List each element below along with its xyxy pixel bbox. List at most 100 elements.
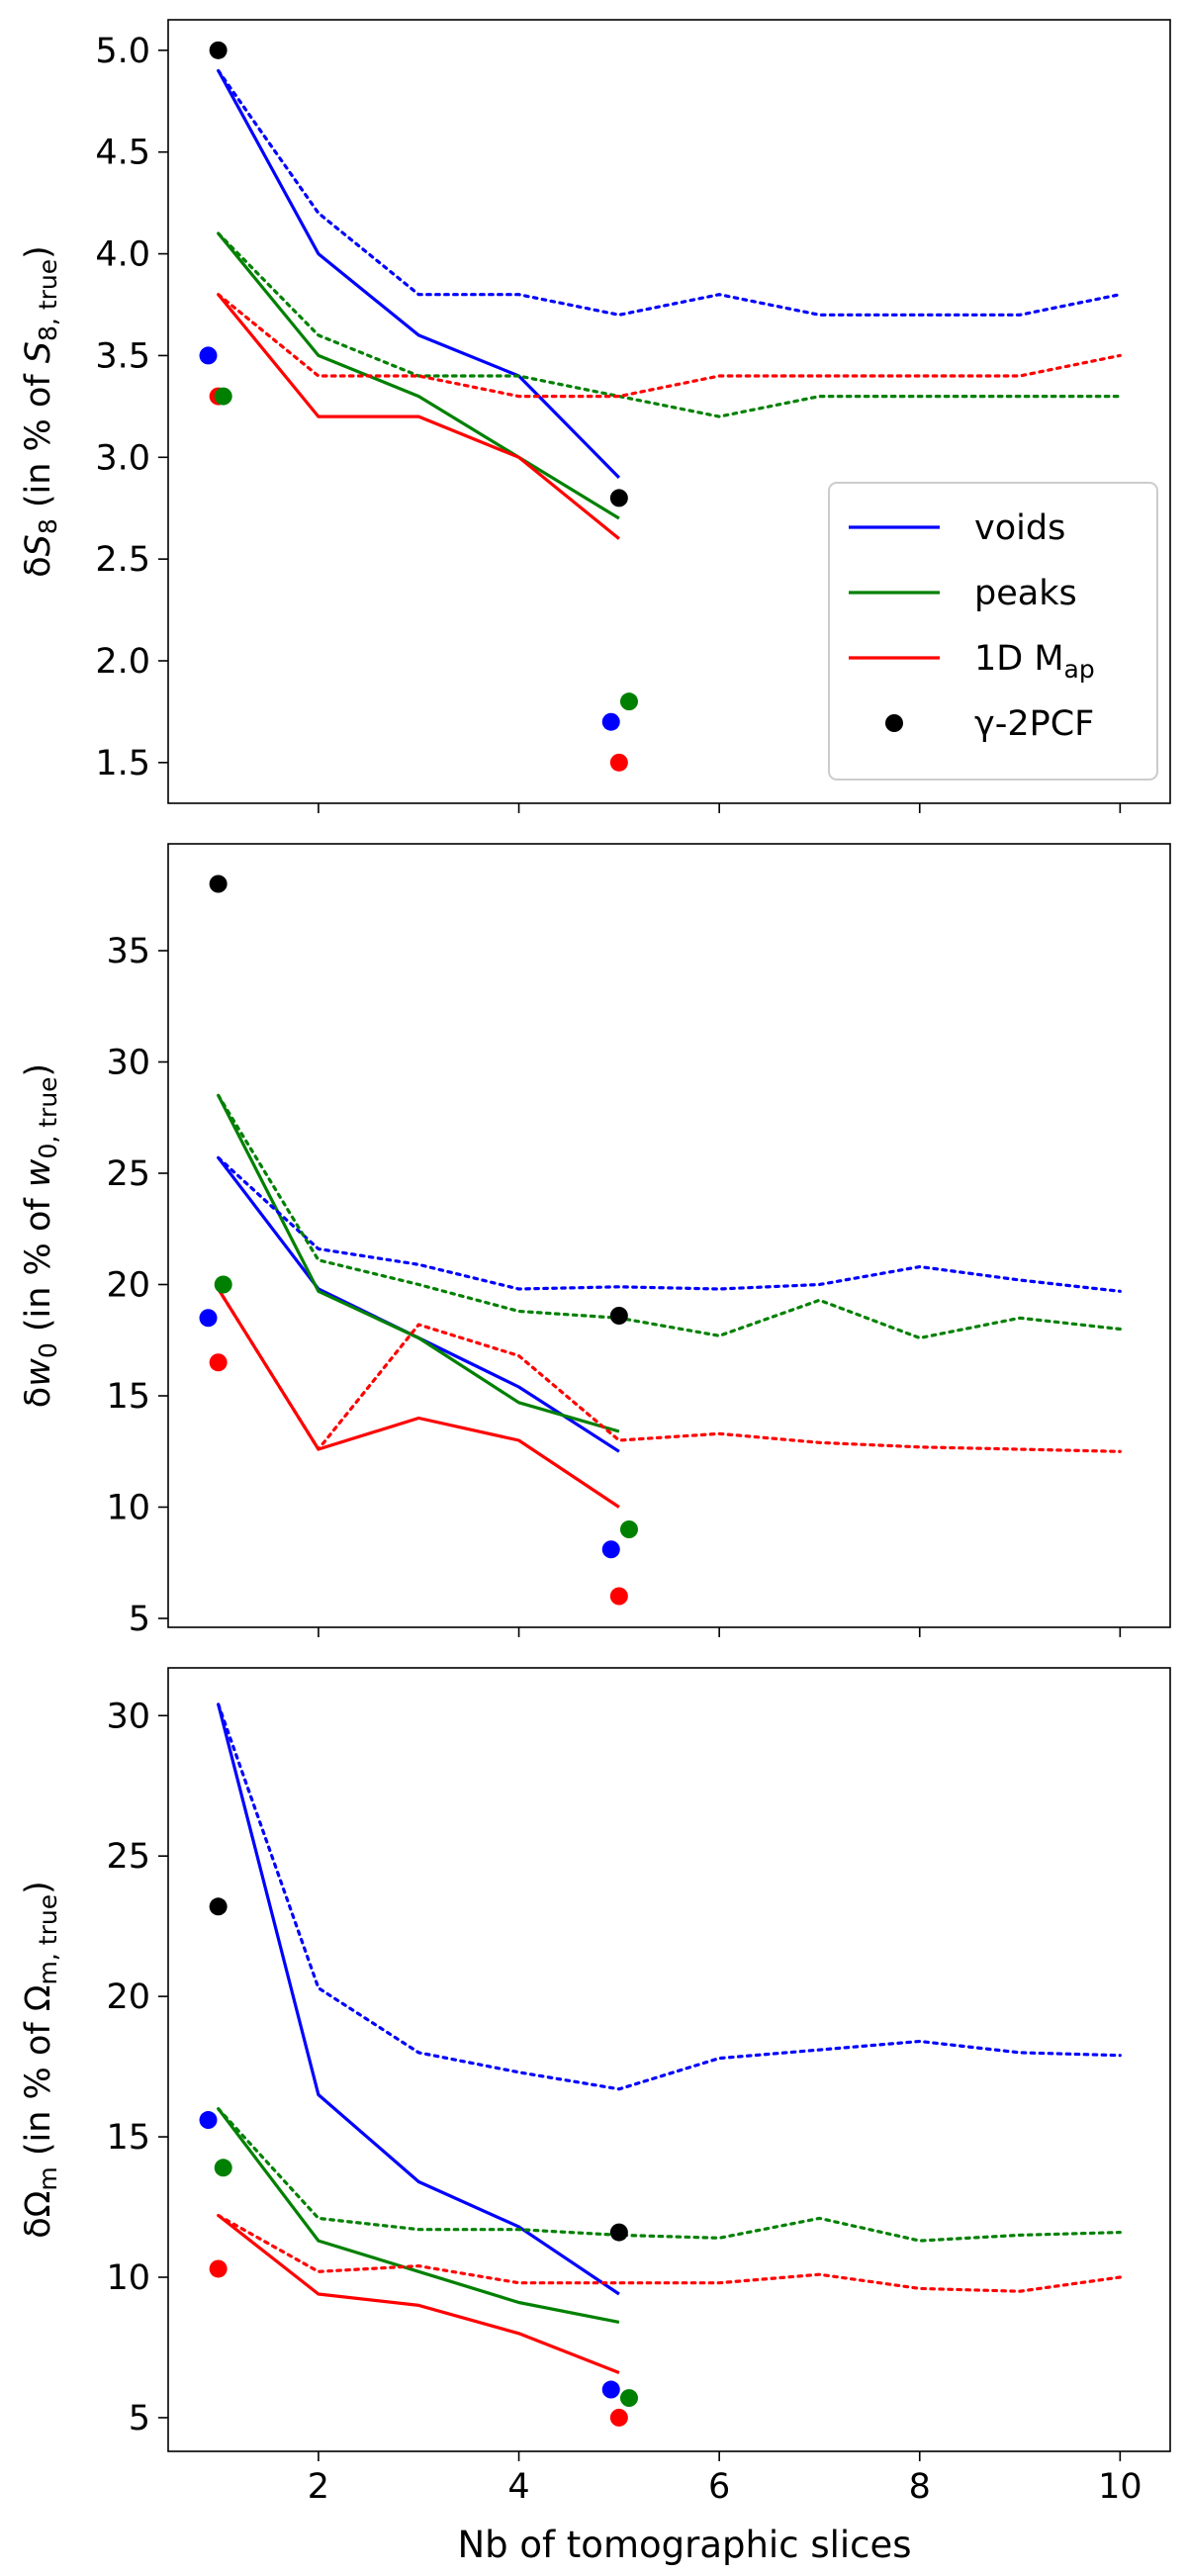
point-voids <box>199 346 218 365</box>
legend-label-voids: voids <box>974 508 1065 548</box>
y-tick-label: 4.0 <box>95 235 150 275</box>
y-axis-label: δΩm (in % of Ωm, true) <box>19 1881 62 2239</box>
axes-frame <box>167 19 1171 804</box>
series-line-voids-dotted <box>217 68 1122 317</box>
y-axis-label-part: 8 <box>34 518 62 534</box>
x-tick-label: 8 <box>909 2467 931 2507</box>
y-axis-label-part: S <box>19 534 58 556</box>
y-axis-label-part: m <box>34 2166 62 2190</box>
point-peaks <box>619 1520 638 1538</box>
y-tick-label: 10 <box>106 2258 150 2298</box>
y-axis-label-part: S <box>19 341 58 363</box>
point-pcf <box>209 41 228 59</box>
point-map <box>209 2259 228 2278</box>
y-axis-label-part: δ <box>19 556 58 577</box>
series-line-peaks-dotted <box>217 2107 1122 2243</box>
y-tick-label: 30 <box>106 1044 150 1083</box>
point-pcf <box>609 489 628 507</box>
y-tick-label: 2.0 <box>95 642 150 682</box>
legend-label-text: 1D M <box>974 639 1064 679</box>
series-line-peaks-dotted <box>217 231 1122 418</box>
y-axis-label-part: w <box>19 1158 58 1187</box>
point-map <box>609 2408 628 2427</box>
y-tick-label: 15 <box>106 2118 150 2158</box>
legend-label-text: γ-2PCF <box>974 704 1094 744</box>
y-axis-label-part: w <box>19 1358 58 1387</box>
point-pcf <box>609 2223 628 2242</box>
x-tick-label: 4 <box>507 2467 529 2507</box>
legend-label-map: 1D Map <box>974 639 1095 684</box>
y-tick-label: 20 <box>106 1978 150 2017</box>
point-peaks <box>619 692 638 711</box>
legend-label-text: peaks <box>974 574 1077 613</box>
point-peaks <box>214 1275 232 1294</box>
series-line-voids-dotted <box>217 1155 1122 1293</box>
y-tick-label: 2.5 <box>95 540 150 580</box>
x-tick-label: 2 <box>308 2467 329 2507</box>
y-tick-label: 25 <box>106 1837 150 1877</box>
series-line-voids-solid <box>217 69 621 480</box>
series-group <box>217 68 1122 540</box>
series-line-peaks-solid <box>217 1094 620 1433</box>
series-line-peaks-solid <box>217 2107 620 2324</box>
y-axis-label-part: m, true <box>34 1894 62 1985</box>
x-tick-label: 6 <box>708 2467 730 2507</box>
y-axis-label: δS8 (in % of S8, true) <box>19 245 62 578</box>
point-voids <box>601 1540 620 1559</box>
series-line-map-dotted <box>217 2213 1122 2293</box>
series-line-map-solid <box>217 1288 620 1509</box>
legend-frame <box>828 482 1158 781</box>
y-tick-label: 3.0 <box>95 438 150 478</box>
point-pcf <box>609 1307 628 1325</box>
y-tick-label: 4.5 <box>95 134 150 173</box>
series-line-map-solid <box>217 293 620 540</box>
point-voids <box>601 2380 620 2399</box>
point-voids <box>199 2111 218 2130</box>
point-peaks <box>214 2159 232 2177</box>
series-line-map-dotted <box>217 1287 1122 1453</box>
series-group <box>217 1093 1122 1509</box>
legend-label-pcf: γ-2PCF <box>974 704 1094 744</box>
y-tick-label: 30 <box>106 1697 150 1736</box>
y-axis-label-part: Ω <box>19 2191 58 2218</box>
x-tick-label: 10 <box>1098 2467 1142 2507</box>
series-line-voids-dotted <box>217 1702 1122 2091</box>
y-tick-label: 20 <box>106 1266 150 1306</box>
series-group <box>217 1702 1122 2374</box>
y-tick-label: 15 <box>106 1377 150 1417</box>
series-line-peaks-solid <box>217 231 620 520</box>
legend-label-subscript: ap <box>1064 655 1095 684</box>
point-pcf <box>209 1897 228 1916</box>
y-axis-label: δw0 (in % of w0, true) <box>19 1063 62 1408</box>
axes-frame <box>167 843 1171 1628</box>
y-tick-label: 25 <box>106 1154 150 1194</box>
y-tick-label: 3.5 <box>95 336 150 376</box>
y-axis-label-part: δ <box>19 2217 58 2238</box>
point-map <box>609 1587 628 1606</box>
series-line-voids-solid <box>217 1156 620 1453</box>
legend-label-peaks: peaks <box>974 574 1077 613</box>
legend-swatch-pcf <box>885 714 903 732</box>
y-axis-label-part: 0 <box>34 1342 62 1358</box>
point-map <box>609 753 628 772</box>
series-line-map-dotted <box>217 293 1122 399</box>
point-voids <box>199 1309 218 1328</box>
point-voids <box>601 712 620 731</box>
y-tick-label: 5 <box>129 1600 150 1639</box>
point-peaks <box>619 2389 638 2408</box>
legend: voids peaks 1D Map γ-2PCF <box>828 482 1158 781</box>
point-peaks <box>214 387 232 406</box>
y-tick-label: 1.5 <box>95 744 150 783</box>
y-tick-label: 35 <box>106 932 150 971</box>
y-axis-label-part: ) <box>19 1063 58 1077</box>
point-map <box>209 1353 228 1372</box>
series-line-map-solid <box>217 2214 620 2374</box>
y-axis-label-part: 0, true <box>34 1076 62 1158</box>
y-axis-label-part: Ω <box>19 1984 58 2011</box>
y-axis-label-part: (in % of <box>19 363 58 518</box>
